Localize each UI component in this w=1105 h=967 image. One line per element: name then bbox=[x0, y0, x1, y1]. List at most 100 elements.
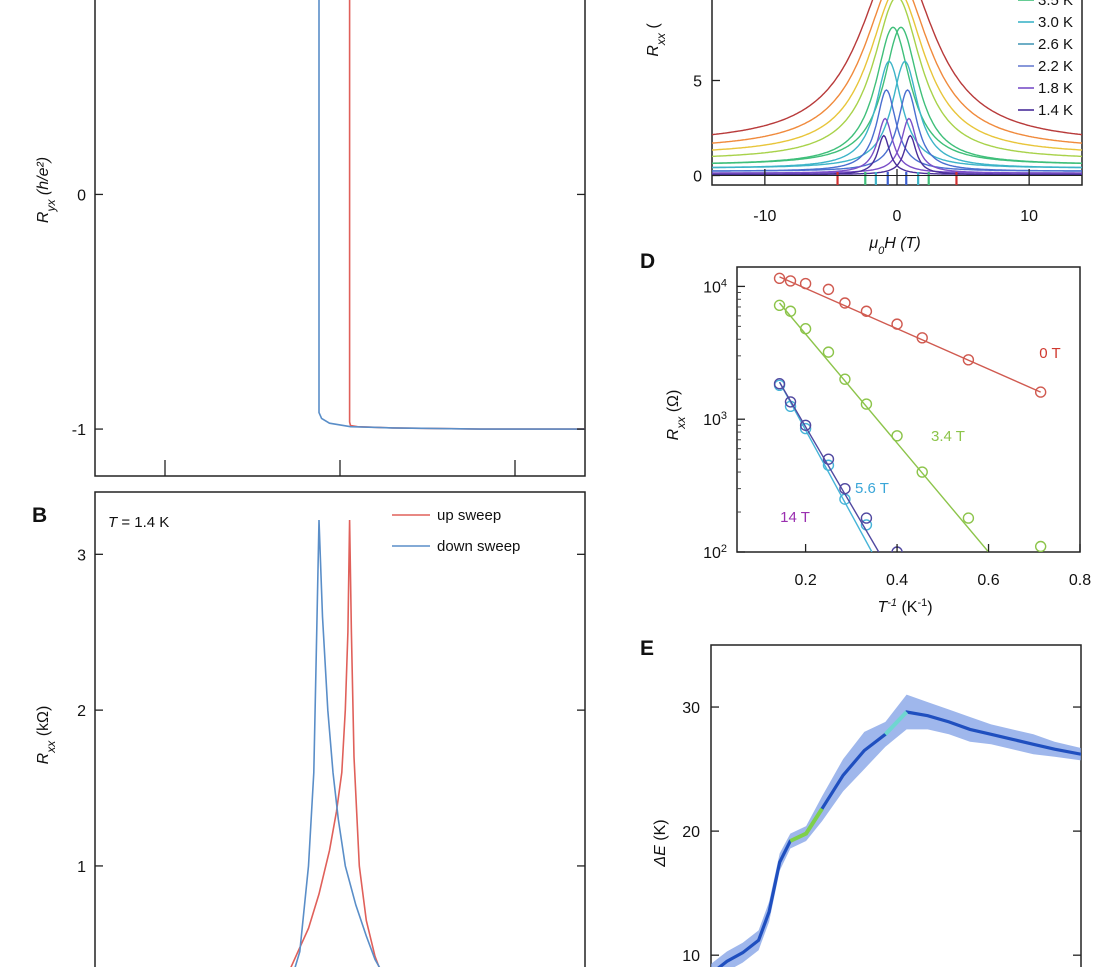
panel-c-legend-label: 3.0 K bbox=[1038, 14, 1073, 31]
panel-d-point bbox=[891, 430, 903, 442]
panel-d-point bbox=[784, 305, 797, 317]
panel-d-point bbox=[860, 305, 873, 317]
panel-c-series-13 bbox=[712, 134, 1082, 176]
panel-c-legend-label: 2.2 K bbox=[1038, 58, 1073, 75]
panel-c-legend-label: 1.8 K bbox=[1038, 80, 1073, 97]
panel-d-xtick-label: 0.8 bbox=[1069, 572, 1091, 589]
panel-b-frame bbox=[94, 491, 586, 967]
panel-d-point bbox=[839, 482, 851, 495]
panel-d-letter: D bbox=[640, 250, 655, 273]
panel-c-series-8 bbox=[712, 89, 1082, 172]
panel-d-point bbox=[962, 512, 975, 524]
panel-b-ytick-label: 1 bbox=[77, 859, 86, 876]
panel-d-ytick-label: 104 bbox=[703, 277, 727, 296]
panel-e-letter: E bbox=[640, 637, 654, 660]
panel-e-highlight bbox=[883, 710, 909, 736]
panel-d-point bbox=[799, 419, 812, 431]
panel-e-frame bbox=[710, 644, 1082, 967]
panel-d-point bbox=[1034, 540, 1047, 552]
panel-d-ylabel: Rxx (Ω) bbox=[665, 390, 688, 441]
panel-c-series-0 bbox=[712, 0, 1082, 136]
panel-a-ytick-label: -1 bbox=[72, 422, 86, 439]
panel-d-ytick-label: 103 bbox=[703, 410, 727, 429]
panel-d-point bbox=[839, 373, 851, 385]
panel-c-legend-label: 2.6 K bbox=[1038, 36, 1073, 53]
panel-c-frame bbox=[711, 0, 1083, 186]
panel-d-series-label: 14 T bbox=[780, 509, 810, 526]
panel-d-xtick-label: 0.4 bbox=[886, 572, 908, 589]
panel-b-temperature-annotation: T = 1.4 K bbox=[108, 514, 169, 531]
panel-b-letter: B bbox=[32, 504, 47, 527]
panel-d-point bbox=[860, 398, 873, 410]
panel-e: E 10 20 30 ΔE (K) bbox=[640, 637, 1082, 967]
panel-e-ytick-label: 20 bbox=[682, 824, 700, 841]
panel-c-series-9 bbox=[712, 89, 1082, 172]
panel-d-point bbox=[822, 459, 835, 471]
panel-c-legend-label: 3.5 K bbox=[1038, 0, 1073, 9]
panel-e-ytick-label: 10 bbox=[682, 948, 700, 965]
panel-d-point bbox=[822, 283, 835, 296]
panel-c-xlabel: μ0H (T) bbox=[868, 235, 920, 257]
panel-d-series-label: 5.6 T bbox=[855, 480, 889, 497]
panel-d-point bbox=[773, 272, 786, 285]
panel-b-legend: up sweep down sweep bbox=[392, 507, 520, 555]
panel-c-legend-label: 1.4 K bbox=[1038, 102, 1073, 119]
panel-d-fit-34T bbox=[778, 302, 990, 552]
panel-d-point bbox=[799, 277, 812, 290]
panel-b-ytick-label: 2 bbox=[77, 703, 86, 720]
panel-d-point bbox=[860, 512, 873, 524]
panel-c-series-1 bbox=[712, 0, 1082, 144]
panel-d-point bbox=[773, 378, 786, 390]
panel-b-ytick-label: 3 bbox=[77, 547, 86, 564]
panel-d-frame bbox=[736, 266, 1081, 553]
panel-d-point bbox=[773, 299, 786, 312]
panel-d-series-label: 0 T bbox=[1039, 345, 1060, 362]
panel-a-ylabel: Ryx (h/e²) bbox=[35, 157, 58, 223]
panel-c-series-3 bbox=[712, 0, 1082, 158]
panel-d-point bbox=[891, 318, 903, 330]
panel-a-frame bbox=[94, 0, 586, 477]
panel-c-series-7 bbox=[712, 60, 1082, 169]
panel-d-point bbox=[892, 553, 902, 563]
panel-d-ytick-label: 102 bbox=[703, 543, 727, 562]
panel-d-fit-56T bbox=[778, 381, 873, 552]
panel-c-series-5 bbox=[712, 26, 1082, 165]
panel-c-xtick-label: -10 bbox=[753, 208, 776, 225]
panel-d-point bbox=[962, 354, 975, 366]
panel-d-point bbox=[916, 332, 928, 344]
panel-c-ytick-label: 5 bbox=[693, 74, 702, 91]
panel-c-series-12 bbox=[712, 134, 1082, 176]
panel-a-series-up bbox=[348, 0, 585, 430]
panel-d-xtick-label: 0.6 bbox=[977, 572, 999, 589]
panel-c-ylabel: Rxx ( bbox=[645, 23, 668, 57]
panel-a-ytick-label: 0 bbox=[77, 187, 86, 204]
panel-c: 3.5 K3.0 K2.6 K2.2 K1.8 K1.4 K 05-10 0 10 … bbox=[645, 0, 1083, 257]
panel-d-point bbox=[916, 466, 928, 478]
panel-c-xtick-label: 0 bbox=[893, 208, 902, 225]
panel-c-series-11 bbox=[712, 117, 1082, 174]
panel-c-series-2 bbox=[712, 0, 1082, 151]
panel-d-point bbox=[784, 396, 797, 408]
panel-d-point bbox=[822, 346, 835, 358]
panel-d-series-label: 3.4 T bbox=[931, 428, 965, 445]
panel-e-error-band bbox=[711, 694, 1081, 967]
legend-label-up-sweep: up sweep bbox=[437, 507, 501, 524]
panel-a: 0 -1 Ryx (h/e²) bbox=[35, 0, 586, 477]
panel-b: B 1 2 3 T = 1.4 K up sweep down sweep Rxx … bbox=[32, 491, 586, 967]
panel-c-xtick-label: 10 bbox=[1020, 208, 1038, 225]
panel-d-point bbox=[784, 275, 797, 287]
panel-e-ylabel: ΔE (K) bbox=[652, 819, 669, 867]
panel-d-fit-0T bbox=[779, 276, 1041, 393]
panel-d-point bbox=[799, 323, 812, 335]
panel-a-series-down bbox=[318, 0, 585, 430]
panel-d-point bbox=[822, 453, 835, 465]
panel-d-point bbox=[839, 297, 851, 309]
panel-c-series-4 bbox=[712, 26, 1082, 165]
panel-d-point bbox=[799, 422, 812, 435]
panel-b-series-up bbox=[290, 519, 380, 967]
panel-d-xlabel: T-1 (K-1) bbox=[877, 597, 932, 616]
panel-b-ylabel: Rxx (kΩ) bbox=[35, 706, 58, 765]
panel-e-ytick-label: 30 bbox=[682, 700, 700, 717]
panel-c-ytick-label: 0 bbox=[693, 169, 702, 186]
